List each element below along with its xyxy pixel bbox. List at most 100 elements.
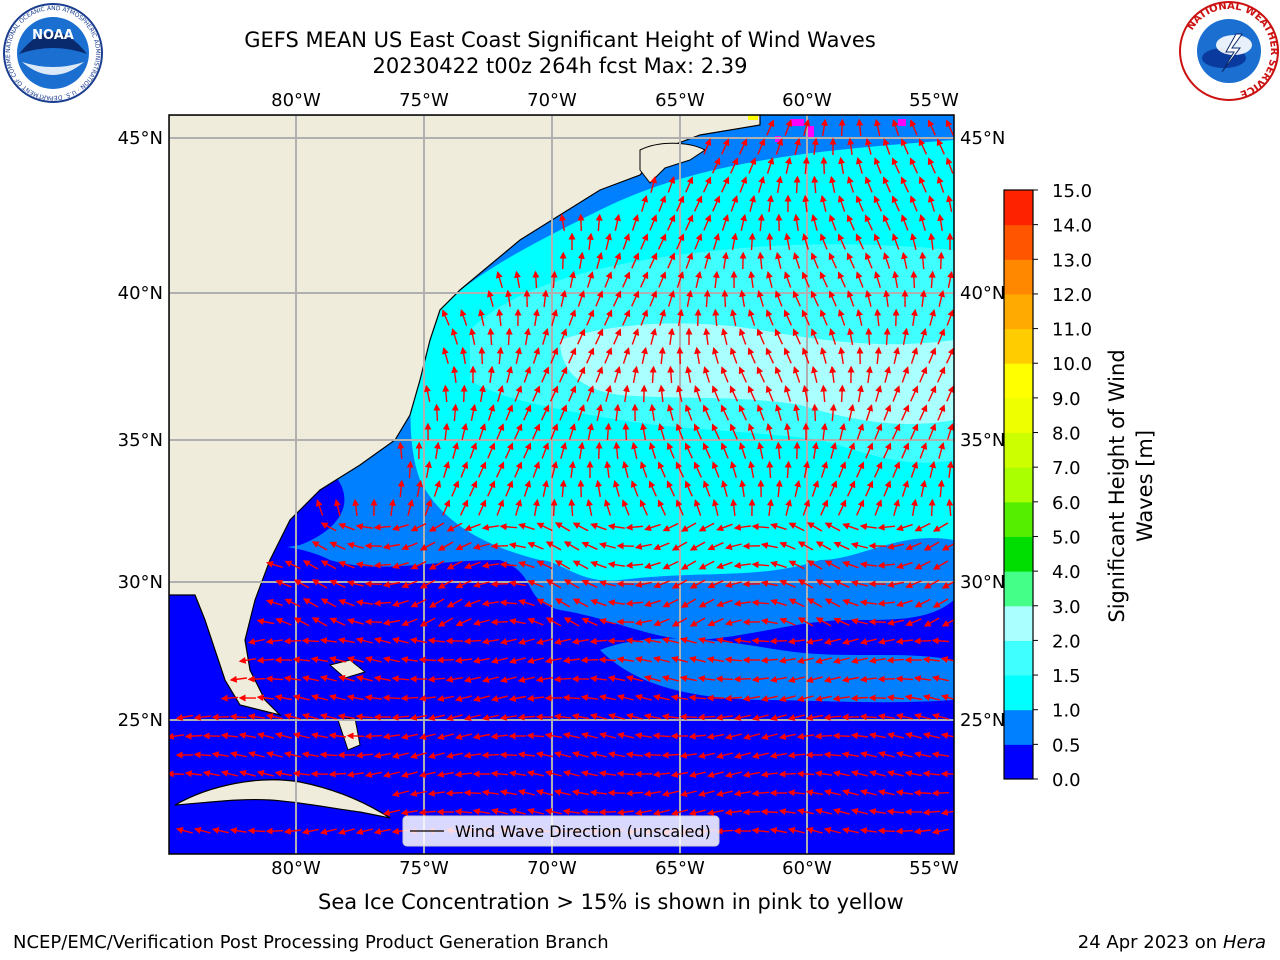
wave-direction-arrow: [856, 118, 864, 137]
wave-direction-arrow: [837, 499, 847, 516]
wave-direction-arrow: [731, 232, 738, 251]
wave-direction-arrow: [739, 479, 747, 498]
wave-direction-arrow: [523, 366, 532, 383]
wave-direction-arrow: [902, 327, 909, 346]
colorbar-segment: [1004, 190, 1033, 226]
lon-label-top: 55°W: [909, 90, 959, 111]
wave-direction-arrow: [562, 770, 580, 777]
wave-direction-arrow: [738, 442, 747, 459]
wave-direction-arrow: [679, 713, 698, 721]
wave-direction-arrow: [445, 675, 464, 683]
wave-direction-arrow: [846, 214, 855, 231]
wave-direction-arrow: [292, 732, 310, 739]
wave-direction-arrow: [542, 479, 549, 497]
wave-direction-arrow: [641, 346, 648, 364]
wave-direction-arrow: [256, 656, 275, 664]
wave-direction-arrow: [469, 480, 478, 497]
wave-direction-arrow: [364, 580, 383, 588]
wave-direction-arrow: [793, 213, 801, 232]
wave-direction-arrow: [550, 423, 559, 440]
wave-direction-arrow: [545, 579, 562, 589]
wave-direction-arrow: [670, 655, 688, 663]
wave-direction-arrow: [568, 385, 577, 402]
wave-direction-arrow: [810, 328, 819, 345]
wave-direction-arrow: [909, 157, 919, 174]
wave-direction-arrow: [829, 480, 838, 497]
wave-direction-arrow: [640, 422, 648, 441]
wave-direction-arrow: [589, 637, 608, 645]
wave-direction-arrow: [229, 675, 247, 683]
wave-direction-arrow: [838, 384, 846, 403]
wave-direction-arrow: [778, 695, 796, 703]
wave-direction-arrow: [247, 638, 265, 645]
wave-direction-arrow: [526, 694, 544, 702]
wave-direction-arrow: [603, 309, 613, 326]
wave-direction-arrow: [499, 676, 517, 683]
wave-direction-arrow: [553, 751, 571, 758]
wave-direction-arrow: [797, 617, 814, 627]
wave-direction-arrow: [541, 366, 550, 383]
wave-direction-arrow: [769, 637, 788, 645]
wave-direction-arrow: [707, 618, 724, 627]
wave-direction-arrow: [442, 384, 450, 403]
wave-direction-arrow: [598, 542, 616, 549]
wave-direction-arrow: [693, 385, 702, 402]
wave-direction-arrow: [886, 808, 905, 816]
wave-direction-arrow: [391, 675, 410, 683]
wave-direction-arrow: [923, 541, 940, 551]
wave-direction-arrow: [859, 827, 877, 835]
wave-direction-arrow: [563, 541, 580, 551]
wave-direction-arrow: [702, 176, 712, 193]
wave-direction-arrow: [724, 656, 743, 664]
wave-direction-arrow: [820, 384, 828, 403]
wave-direction-arrow: [929, 460, 936, 478]
wave-direction-arrow: [490, 695, 508, 702]
wave-direction-arrow: [401, 618, 418, 627]
wave-direction-arrow: [504, 442, 514, 459]
wave-direction-arrow: [865, 327, 873, 346]
wave-direction-arrow: [774, 328, 784, 345]
wave-direction-arrow: [901, 404, 910, 421]
wave-direction-arrow: [634, 809, 652, 816]
wave-direction-arrow: [721, 138, 730, 155]
wave-direction-arrow: [891, 157, 900, 174]
wave-direction-arrow: [310, 693, 328, 701]
wave-direction-arrow: [229, 713, 248, 721]
wave-direction-arrow: [796, 657, 814, 664]
noaa-logo: NATIONAL OCEANIC AND ATMOSPHERIC ADMINIS…: [2, 2, 103, 103]
wave-direction-arrow: [895, 827, 914, 835]
wave-direction-arrow: [397, 479, 405, 498]
lat-label-left: 35°N: [118, 430, 163, 451]
wave-direction-arrow: [913, 827, 931, 835]
wave-direction-arrow: [685, 365, 692, 383]
wave-direction-arrow: [703, 138, 712, 155]
wave-direction-arrow: [787, 714, 805, 721]
wave-direction-arrow: [886, 581, 904, 588]
wave-direction-arrow: [364, 542, 383, 550]
wave-direction-arrow: [931, 751, 950, 759]
wave-direction-arrow: [932, 522, 949, 532]
wave-direction-arrow: [315, 499, 324, 516]
wave-direction-arrow: [670, 809, 688, 817]
wave-direction-arrow: [220, 732, 238, 740]
wave-direction-arrow: [893, 346, 900, 364]
wave-direction-arrow: [247, 713, 266, 721]
wave-direction-arrow: [806, 598, 823, 608]
wave-direction-arrow: [464, 599, 481, 608]
wave-direction-arrow: [896, 523, 913, 532]
wave-direction-arrow: [541, 289, 549, 308]
wave-direction-arrow: [424, 499, 433, 516]
wave-direction-arrow: [517, 676, 535, 683]
wave-direction-arrow: [928, 232, 936, 250]
wave-direction-arrow: [640, 309, 649, 326]
wave-direction-arrow: [424, 384, 431, 402]
wave-direction-arrow: [419, 579, 436, 589]
wave-direction-arrow: [805, 638, 823, 645]
wave-direction-arrow: [229, 827, 248, 835]
cuba-land: [174, 779, 391, 819]
wave-direction-arrow: [427, 752, 445, 759]
colorbar-segment: [1004, 397, 1033, 434]
wave-direction-arrow: [428, 560, 445, 570]
wave-direction-arrow: [873, 195, 883, 212]
lat-label-right: 30°N: [960, 572, 1005, 593]
